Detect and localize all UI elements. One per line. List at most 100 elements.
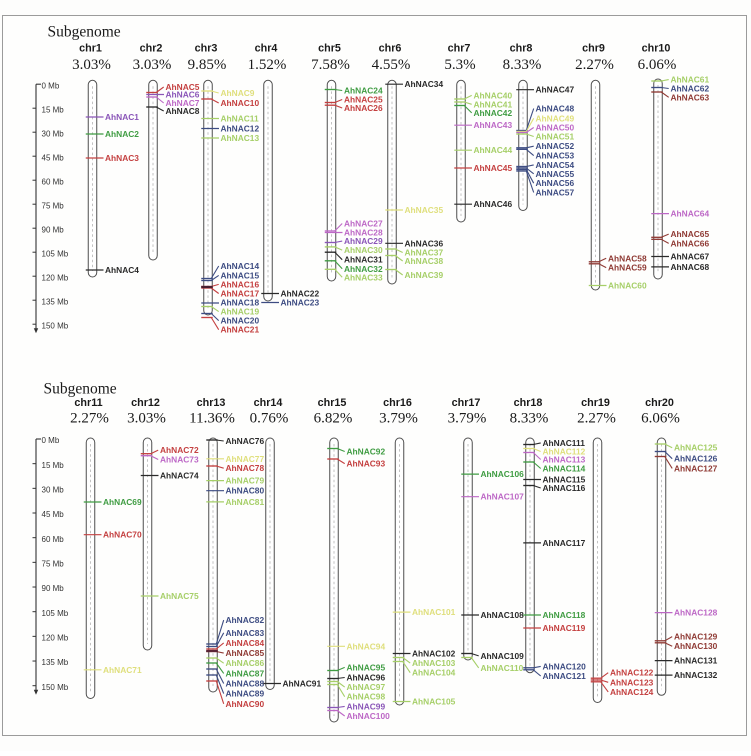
svg-text:9.85%: 9.85% <box>188 57 227 73</box>
svg-text:45 Mb: 45 Mb <box>42 510 65 519</box>
svg-text:AhNAC115: AhNAC115 <box>543 475 586 485</box>
svg-text:0.76%: 0.76% <box>250 411 289 427</box>
svg-text:AhNAC124: AhNAC124 <box>610 687 654 697</box>
svg-text:105 Mb: 105 Mb <box>42 249 69 258</box>
svg-text:2.27%: 2.27% <box>575 57 614 73</box>
svg-text:8.33%: 8.33% <box>503 57 542 73</box>
svg-text:AhNAC116: AhNAC116 <box>543 483 586 493</box>
svg-text:AhNAC22: AhNAC22 <box>281 289 320 299</box>
svg-text:AhNAC31: AhNAC31 <box>344 255 383 265</box>
svg-text:AhNAC117: AhNAC117 <box>543 538 586 548</box>
svg-text:AhNAC106: AhNAC106 <box>481 469 525 479</box>
svg-text:120 Mb: 120 Mb <box>42 634 69 643</box>
svg-text:AhNAC91: AhNAC91 <box>283 679 322 689</box>
svg-text:AhNAC47: AhNAC47 <box>536 85 575 95</box>
svg-text:45 Mb: 45 Mb <box>42 153 65 162</box>
svg-text:AhNAC11: AhNAC11 <box>221 114 260 124</box>
svg-text:Subgenome: Subgenome <box>48 24 121 41</box>
svg-text:75 Mb: 75 Mb <box>42 560 65 569</box>
svg-text:8.33%: 8.33% <box>510 411 549 427</box>
svg-text:AhNAC96: AhNAC96 <box>347 673 386 683</box>
svg-text:AhNAC104: AhNAC104 <box>412 668 456 678</box>
svg-text:chr19: chr19 <box>581 397 610 409</box>
svg-text:chr3: chr3 <box>195 43 218 55</box>
svg-text:chr2: chr2 <box>140 43 163 55</box>
svg-text:AhNAC5: AhNAC5 <box>166 82 200 92</box>
svg-text:150 Mb: 150 Mb <box>42 321 69 330</box>
svg-text:2.27%: 2.27% <box>70 411 109 427</box>
svg-text:AhNAC108: AhNAC108 <box>481 610 525 620</box>
svg-text:AhNAC103: AhNAC103 <box>412 658 456 668</box>
svg-text:AhNAC55: AhNAC55 <box>536 169 575 179</box>
svg-text:AhNAC15: AhNAC15 <box>221 270 260 280</box>
svg-text:AhNAC132: AhNAC132 <box>674 670 718 680</box>
svg-text:AhNAC34: AhNAC34 <box>405 79 444 89</box>
svg-text:AhNAC84: AhNAC84 <box>226 638 265 648</box>
svg-text:chr15: chr15 <box>318 397 347 409</box>
svg-text:AhNAC71: AhNAC71 <box>103 665 142 675</box>
svg-text:AhNAC110: AhNAC110 <box>481 663 524 673</box>
svg-text:AhNAC69: AhNAC69 <box>103 497 142 507</box>
svg-text:AhNAC70: AhNAC70 <box>103 530 142 540</box>
svg-text:AhNAC114: AhNAC114 <box>543 464 586 474</box>
svg-text:AhNAC129: AhNAC129 <box>674 632 718 642</box>
svg-text:AhNAC57: AhNAC57 <box>536 188 575 198</box>
svg-text:11.36%: 11.36% <box>189 411 235 427</box>
svg-text:3.79%: 3.79% <box>448 411 487 427</box>
svg-text:AhNAC86: AhNAC86 <box>226 658 265 668</box>
svg-text:AhNAC49: AhNAC49 <box>536 113 575 123</box>
svg-text:AhNAC80: AhNAC80 <box>226 486 265 496</box>
svg-text:AhNAC25: AhNAC25 <box>344 95 383 105</box>
svg-text:AhNAC30: AhNAC30 <box>344 245 383 255</box>
svg-text:AhNAC85: AhNAC85 <box>226 648 265 658</box>
svg-text:chr14: chr14 <box>254 397 283 409</box>
svg-text:AhNAC88: AhNAC88 <box>226 679 265 689</box>
svg-text:chr9: chr9 <box>582 43 605 55</box>
svg-text:90 Mb: 90 Mb <box>42 225 65 234</box>
svg-text:AhNAC26: AhNAC26 <box>344 103 383 113</box>
svg-text:AhNAC92: AhNAC92 <box>347 447 386 457</box>
svg-text:chr12: chr12 <box>131 397 160 409</box>
svg-text:AhNAC3: AhNAC3 <box>105 153 139 163</box>
svg-text:chr10: chr10 <box>642 43 671 55</box>
svg-text:150 Mb: 150 Mb <box>42 683 69 692</box>
svg-text:AhNAC9: AhNAC9 <box>221 88 255 98</box>
svg-text:AhNAC122: AhNAC122 <box>610 668 654 678</box>
svg-text:AhNAC72: AhNAC72 <box>160 445 199 455</box>
svg-text:AhNAC56: AhNAC56 <box>536 178 575 188</box>
svg-text:3.79%: 3.79% <box>379 411 418 427</box>
svg-text:15 Mb: 15 Mb <box>42 461 65 470</box>
svg-text:AhNAC73: AhNAC73 <box>160 455 199 465</box>
svg-text:AhNAC97: AhNAC97 <box>347 682 386 692</box>
svg-text:5.3%: 5.3% <box>444 57 475 73</box>
svg-text:AhNAC2: AhNAC2 <box>105 129 139 139</box>
svg-text:AhNAC78: AhNAC78 <box>226 463 265 473</box>
svg-text:AhNAC1: AhNAC1 <box>105 112 139 122</box>
svg-text:AhNAC35: AhNAC35 <box>405 205 444 215</box>
svg-text:chr7: chr7 <box>448 43 471 55</box>
svg-text:AhNAC101: AhNAC101 <box>412 607 456 617</box>
svg-text:AhNAC100: AhNAC100 <box>347 711 391 721</box>
svg-text:AhNAC21: AhNAC21 <box>221 325 260 335</box>
svg-text:0 Mb: 0 Mb <box>42 436 60 445</box>
svg-text:AhNAC53: AhNAC53 <box>536 151 575 161</box>
svg-text:AhNAC17: AhNAC17 <box>221 289 260 299</box>
svg-text:AhNAC60: AhNAC60 <box>608 281 647 291</box>
svg-text:135 Mb: 135 Mb <box>42 297 69 306</box>
svg-text:AhNAC75: AhNAC75 <box>160 591 199 601</box>
svg-text:AhNAC127: AhNAC127 <box>674 463 718 473</box>
svg-text:AhNAC13: AhNAC13 <box>221 133 260 143</box>
svg-text:90 Mb: 90 Mb <box>42 584 65 593</box>
svg-text:AhNAC58: AhNAC58 <box>608 253 647 263</box>
svg-text:AhNAC87: AhNAC87 <box>226 668 265 678</box>
svg-text:chr16: chr16 <box>383 397 412 409</box>
svg-text:AhNAC12: AhNAC12 <box>221 124 260 134</box>
svg-text:AhNAC44: AhNAC44 <box>474 145 513 155</box>
svg-text:AhNAC121: AhNAC121 <box>543 671 587 681</box>
svg-text:AhNAC48: AhNAC48 <box>536 104 575 114</box>
svg-text:AhNAC37: AhNAC37 <box>405 248 444 258</box>
svg-text:AhNAC36: AhNAC36 <box>405 238 444 248</box>
svg-text:AhNAC102: AhNAC102 <box>412 649 456 659</box>
svg-text:AhNAC14: AhNAC14 <box>221 261 260 271</box>
svg-text:AhNAC128: AhNAC128 <box>674 608 718 618</box>
